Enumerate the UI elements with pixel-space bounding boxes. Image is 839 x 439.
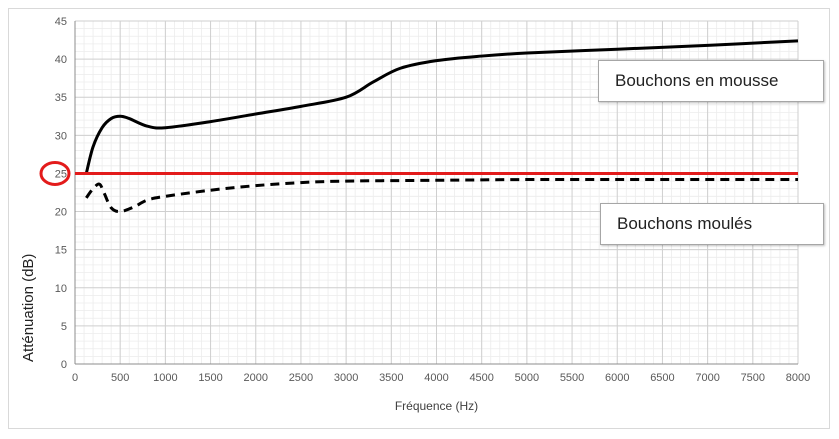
y-tick-label: 40 [55,54,67,66]
series-group [84,39,799,214]
y-tick-label: 0 [61,359,67,371]
y-tick-label: 25 [55,168,67,180]
x-tick-label: 0 [72,372,78,384]
series-line-molded [85,177,798,214]
x-tick-label: 2500 [289,372,313,384]
x-tick-label: 7500 [741,372,765,384]
x-tick-label: 5000 [515,372,539,384]
legend-callout-molded: Bouchons moulés [600,203,824,245]
series-line-foam [84,39,799,174]
y-tick-label: 35 [55,92,67,104]
legend-label-molded: Bouchons moulés [617,214,753,233]
x-tick-label: 1500 [198,372,222,384]
x-axis-title: Fréquence (Hz) [395,399,478,413]
y-tick-labels: 0 5 10 15 20 25 30 35 40 45 [55,16,67,371]
x-tick-label: 3500 [379,372,403,384]
highlight-circle-25 [39,160,71,186]
legend-label-foam: Bouchons en mousse [615,71,779,90]
legend-callout-foam: Bouchons en mousse [598,60,824,102]
y-tick-label: 20 [55,207,67,219]
x-tick-label: 6500 [650,372,674,384]
x-tick-label: 3000 [334,372,358,384]
y-tick-label: 10 [55,283,67,295]
x-tick-label: 4000 [424,372,448,384]
x-tick-label: 5500 [560,372,584,384]
x-tick-label: 4500 [469,372,493,384]
y-tick-label: 5 [61,321,67,333]
x-tick-label: 1000 [153,372,177,384]
y-tick-label: 30 [55,130,67,142]
x-tick-label: 7000 [695,372,719,384]
x-tick-label: 6000 [605,372,629,384]
axes [74,21,798,365]
y-tick-label: 15 [55,245,67,257]
x-tick-label: 500 [111,372,129,384]
x-tick-labels: 0 500 1000 1500 2000 2500 3000 3500 4000 4500 5000… [72,372,810,384]
y-tick-label: 45 [55,16,67,28]
y-axis-title: Atténuation (dB) [20,254,37,362]
x-tick-label: 8000 [786,372,810,384]
x-tick-label: 2000 [244,372,268,384]
